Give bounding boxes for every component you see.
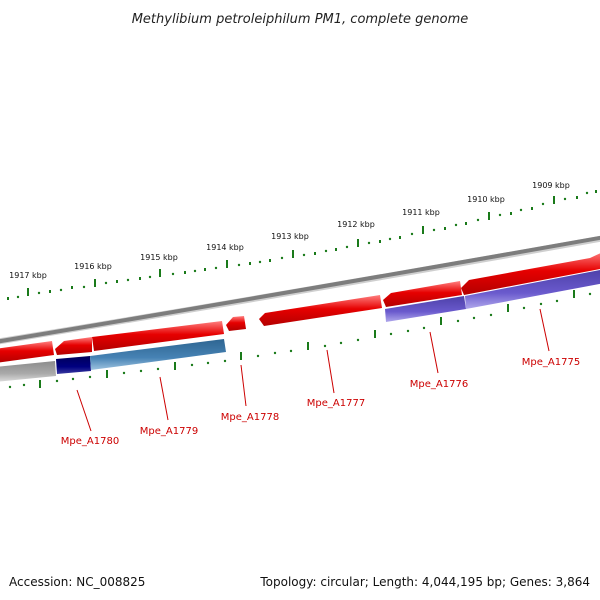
gene-label-a1776[interactable]: Mpe_A1776 — [410, 379, 468, 390]
gene-label-a1779[interactable]: Mpe_A1779 — [140, 426, 198, 437]
forward-genes — [0, 253, 600, 363]
label-leaders — [76, 308, 550, 432]
gene-arrow-small — [226, 316, 246, 331]
tick-label-1909: 1909 kbp — [532, 181, 570, 190]
map-title: Methylibium petroleiphilum PM1, complete… — [132, 12, 469, 27]
cds-bar-gray — [0, 361, 56, 382]
tick-label-1915: 1915 kbp — [140, 253, 178, 262]
leader-line — [240, 364, 247, 407]
tick-label-1917: 1917 kbp — [9, 271, 47, 280]
tick-label-1911: 1911 kbp — [402, 208, 440, 217]
cds-strand — [0, 269, 600, 382]
accession-text: Accession: NC_008825 — [9, 575, 145, 589]
cds-bar-steelblue — [90, 339, 226, 370]
leader-line — [76, 389, 92, 432]
tick-label-1913: 1913 kbp — [271, 232, 309, 241]
scale-labels: 1917 kbp 1916 kbp 1915 kbp 1914 kbp 1913… — [9, 181, 570, 280]
cds-bar-navy — [56, 356, 91, 374]
leader-line — [539, 308, 550, 352]
gene-label-a1778[interactable]: Mpe_A1778 — [221, 412, 279, 423]
backbone — [0, 235, 600, 344]
gene-label-a1775[interactable]: Mpe_A1775 — [522, 357, 580, 368]
inner-tick-ring — [39, 290, 575, 388]
gene-arrow-reverse — [383, 281, 462, 307]
inner-tick-dots — [8, 292, 592, 389]
gene-arrow-reverse — [461, 253, 600, 295]
tick-label-1912: 1912 kbp — [337, 220, 375, 229]
cds-bar-slateblue — [385, 296, 466, 322]
gene-arrow-reverse — [55, 337, 92, 355]
leader-line — [326, 349, 335, 394]
gene-arrow — [92, 321, 224, 351]
gene-label-a1777[interactable]: Mpe_A1777 — [307, 398, 365, 409]
gene-arrow-reverse — [259, 295, 382, 326]
gene-labels: Mpe_A1780 Mpe_A1779 Mpe_A1778 Mpe_A1777 … — [61, 357, 580, 447]
leader-line — [159, 376, 169, 421]
outer-tick-ring — [7, 190, 597, 300]
outer-tick-dots — [16, 191, 589, 299]
genome-summary-text: Topology: circular; Length: 4,044,195 bp… — [259, 575, 590, 589]
leader-line — [429, 331, 439, 374]
gene-label-a1780[interactable]: Mpe_A1780 — [61, 436, 119, 447]
tick-label-1910: 1910 kbp — [467, 195, 505, 204]
tick-label-1916: 1916 kbp — [74, 262, 112, 271]
gene-arrow — [0, 341, 54, 363]
tick-label-1914: 1914 kbp — [206, 243, 244, 252]
cds-bar-slateblue — [465, 269, 600, 309]
